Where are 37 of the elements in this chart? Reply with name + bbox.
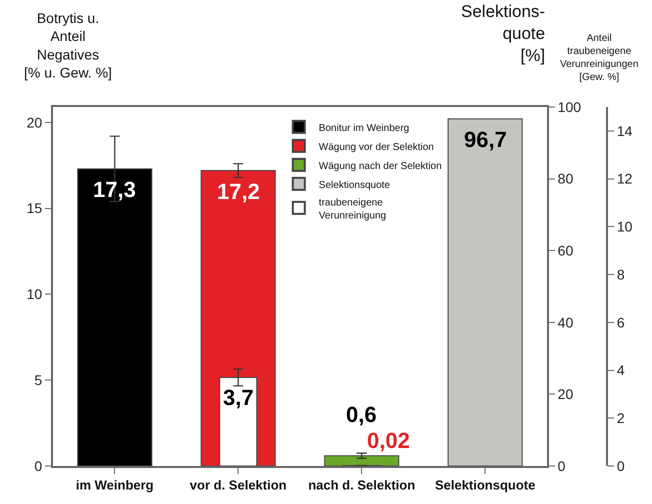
y3-tick-label: 10 — [616, 218, 633, 235]
y3-tick-label: 2 — [616, 410, 625, 426]
y-tick-label: 0 — [34, 458, 42, 474]
y-tick-label: 15 — [26, 200, 42, 216]
y2-axis-title: Selektions- quote [%] — [461, 2, 546, 66]
y2-tick-label: 80 — [558, 170, 574, 187]
y3-tick-label: 12 — [616, 170, 633, 187]
x-tick-label: Selektionsquote — [434, 478, 536, 493]
y2-tick-label: 0 — [558, 458, 566, 474]
data-label: 3,7 — [223, 385, 254, 410]
y2-tick-label: 20 — [558, 386, 574, 402]
y2-tick-label: 100 — [558, 98, 582, 115]
legend-label: Wägung vor der Selektion — [318, 142, 434, 153]
y3-tick-label: 0 — [616, 458, 625, 474]
legend-label: traubeneigene Verunreinigung — [318, 197, 386, 222]
y3-axis-title: Anteil traubeneigene Verunreinigungen [Gew. %] — [560, 33, 638, 83]
y3-tick-label: 6 — [616, 314, 625, 330]
x-tick-label: im Weinberg — [76, 478, 154, 493]
y3-tick-label: 8 — [616, 266, 625, 282]
x-tick-label: vor d. Selektion — [190, 478, 287, 493]
x-tick-label: nach d. Selektion — [308, 478, 416, 493]
y2-tick-label: 40 — [558, 314, 574, 330]
legend-label: Wägung nach der Selektion — [318, 160, 442, 172]
data-label: 0,6 — [346, 402, 377, 427]
y-tick-label: 20 — [26, 114, 42, 130]
data-label: 96,7 — [464, 127, 507, 152]
y2-tick-label: 60 — [558, 242, 574, 258]
y-axis-title: Botrytis u. Anteil Negatives [% u. Gew. %] — [24, 10, 112, 81]
data-label: 17,2 — [217, 179, 260, 204]
y3-tick-label: 14 — [616, 122, 633, 139]
y-tick-label: 5 — [34, 372, 42, 388]
data-label: 0,02 — [367, 428, 410, 453]
y-tick-label: 10 — [26, 286, 42, 302]
legend-label: Selektionsquote — [318, 180, 390, 191]
data-label: 17,3 — [93, 177, 136, 202]
y3-tick-label: 4 — [616, 362, 625, 378]
legend-label: Bonitur im Weinberg — [318, 122, 410, 134]
